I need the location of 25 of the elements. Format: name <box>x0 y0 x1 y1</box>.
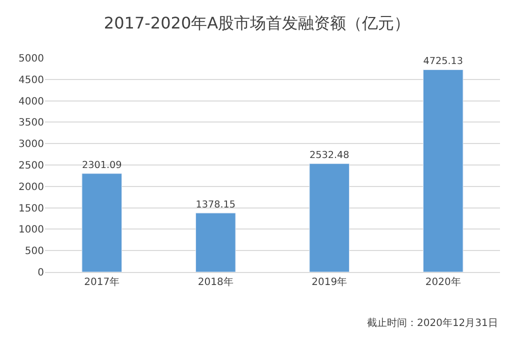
y-tick-label: 4000 <box>18 96 44 108</box>
y-tick-label: 5000 <box>18 54 44 64</box>
y-tick-label: 2500 <box>18 160 44 172</box>
y-tick-label: 0 <box>38 268 44 278</box>
y-tick-label: 500 <box>24 246 44 258</box>
data-label: 4725.13 <box>423 56 463 68</box>
data-label: 2532.48 <box>310 150 350 161</box>
y-tick-label: 3500 <box>18 118 44 129</box>
data-label: 1378.15 <box>196 199 236 210</box>
bar <box>82 173 122 272</box>
y-tick-label: 1500 <box>18 203 44 214</box>
y-tick-label: 3000 <box>18 139 44 150</box>
data-label: 2301.09 <box>82 160 122 171</box>
y-tick-label: 4500 <box>18 74 44 86</box>
text: 截止时间：2020年12月31日 <box>367 317 498 329</box>
x-tick-label: 2018年 <box>198 276 234 288</box>
x-tick-label: 2017年 <box>84 276 120 288</box>
chart-title: 2017-2020年A股市场首发融资额（亿元） <box>104 14 410 33</box>
bar <box>422 70 464 272</box>
x-tick-label: 2019年 <box>312 276 348 288</box>
y-tick-label: 1000 <box>18 224 44 236</box>
y-tick-label: 2000 <box>18 182 44 193</box>
bar <box>195 212 236 272</box>
x-tick-label: 2020年 <box>425 276 461 288</box>
bar <box>309 163 350 272</box>
